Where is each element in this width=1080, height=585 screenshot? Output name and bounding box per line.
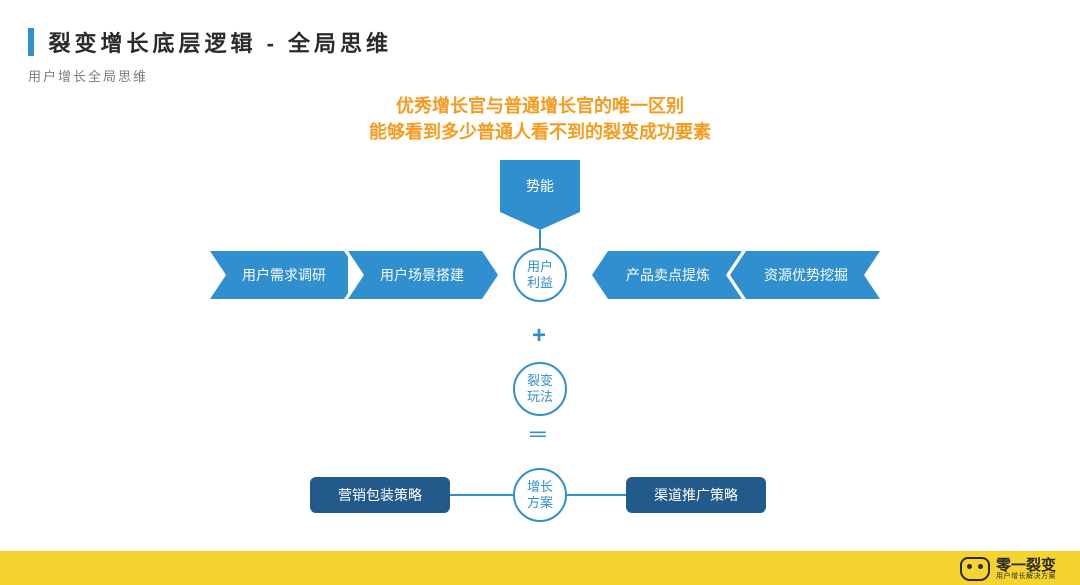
box-marketing-strategy: 营销包装策略 — [310, 477, 450, 513]
title-accent — [28, 28, 34, 56]
connector-right — [567, 494, 626, 496]
arrow-label: 用户场景搭建 — [380, 265, 464, 285]
node-label: 增长 方案 — [527, 479, 553, 512]
box-label: 渠道推广策略 — [654, 485, 738, 505]
node-label: 裂变 玩法 — [527, 373, 553, 406]
plus-symbol: + — [532, 322, 546, 350]
connector-left — [450, 494, 513, 496]
footer-bar — [0, 551, 1080, 585]
page-subtitle: 用户增长全局思维 — [28, 66, 148, 85]
arrow-user-research: 用户需求调研 — [210, 251, 344, 299]
banner-label: 势能 — [526, 176, 554, 196]
banner-arrow-down-icon — [500, 212, 580, 230]
node-growth-plan: 增长 方案 — [513, 468, 567, 522]
equals-symbol: ═ — [530, 430, 546, 438]
banner-potential-energy: 势能 — [500, 160, 580, 212]
node-fission-play: 裂变 玩法 — [513, 362, 567, 416]
arrow-product-points: 产品卖点提炼 — [608, 251, 742, 299]
arrow-label: 用户需求调研 — [242, 265, 326, 285]
subhead-line-2: 能够看到多少普通人看不到的裂变成功要素 — [0, 118, 1080, 144]
subhead-line-1: 优秀增长官与普通增长官的唯一区别 — [0, 92, 1080, 118]
brand-block: 零一裂变 用户增长解决方案 — [960, 557, 1056, 581]
box-label: 营销包装策略 — [338, 485, 422, 505]
arrow-label: 资源优势挖掘 — [764, 265, 848, 285]
box-channel-strategy: 渠道推广策略 — [626, 477, 766, 513]
brand-name: 零一裂变 — [996, 558, 1056, 573]
brand-tag: 用户增长解决方案 — [996, 573, 1056, 580]
arrow-label: 产品卖点提炼 — [626, 265, 710, 285]
connector-vertical-1 — [539, 230, 541, 248]
page-title: 裂变增长底层逻辑 - 全局思维 — [48, 26, 392, 58]
node-label: 用户 利益 — [527, 259, 553, 292]
node-user-benefit: 用户 利益 — [513, 248, 567, 302]
brand-robot-icon — [960, 557, 990, 581]
arrow-user-scenario: 用户场景搭建 — [348, 251, 482, 299]
arrow-resource-adv: 资源优势挖掘 — [746, 251, 880, 299]
